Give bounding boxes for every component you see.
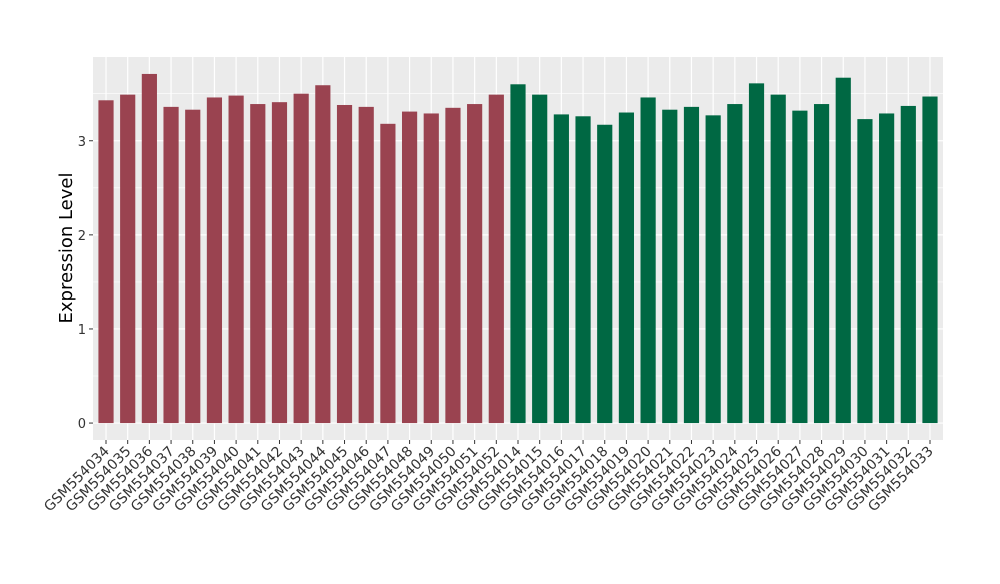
bar — [748, 83, 765, 424]
bar — [510, 84, 526, 424]
bar — [532, 94, 548, 424]
bar — [705, 115, 721, 424]
bar — [423, 113, 439, 424]
bar — [792, 110, 808, 424]
bar — [683, 106, 700, 424]
bar — [120, 94, 136, 424]
bar — [597, 124, 613, 424]
bar — [380, 123, 396, 424]
bar — [467, 104, 483, 424]
y-tick-label: 2 — [78, 229, 86, 244]
y-axis-label: Expression Level — [56, 173, 77, 324]
bar — [98, 100, 114, 424]
bar — [770, 94, 786, 424]
bar — [185, 109, 201, 424]
bar — [228, 95, 244, 424]
bar — [250, 104, 266, 424]
bar — [900, 105, 916, 424]
bar — [445, 107, 461, 424]
bar — [662, 109, 678, 424]
bar — [553, 114, 569, 424]
bar — [857, 119, 873, 424]
bar — [922, 96, 938, 424]
bar — [206, 97, 223, 424]
y-tick-label: 1 — [78, 323, 86, 338]
bar — [575, 116, 591, 424]
bar — [271, 102, 288, 424]
bar — [401, 111, 418, 424]
bar — [727, 104, 743, 424]
bar — [835, 77, 851, 424]
bar — [293, 93, 309, 424]
bar — [618, 112, 635, 424]
bar — [141, 73, 157, 424]
bar — [640, 97, 656, 424]
bar — [315, 85, 331, 424]
y-tick-label: 3 — [78, 135, 86, 150]
y-tick-label: 0 — [78, 417, 86, 432]
bar — [358, 106, 374, 424]
bar — [488, 94, 504, 424]
bar — [163, 106, 179, 424]
bar — [879, 113, 895, 424]
bar — [813, 104, 830, 424]
bar — [336, 104, 353, 424]
